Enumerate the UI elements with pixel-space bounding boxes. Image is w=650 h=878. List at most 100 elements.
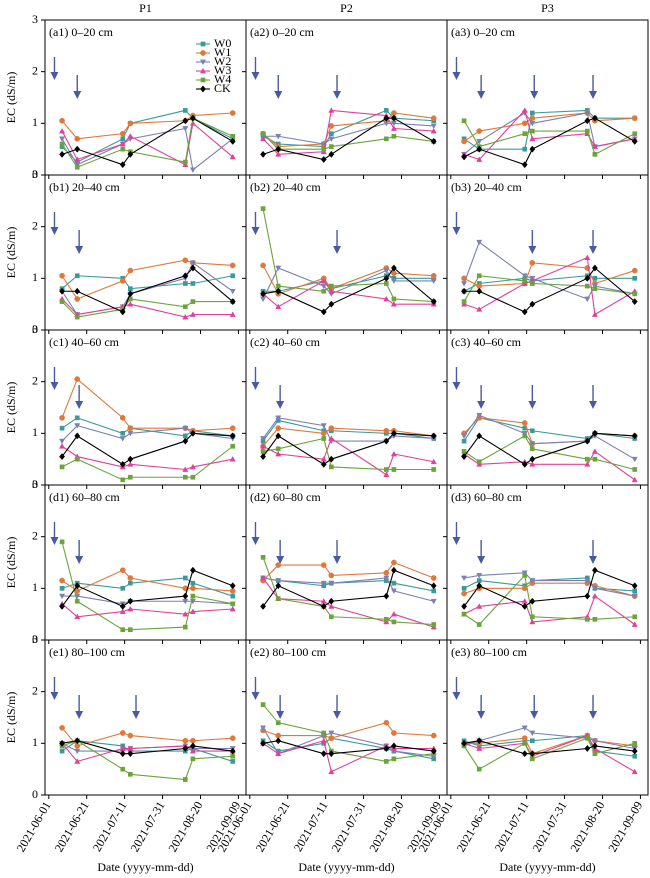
- arrow-head: [251, 537, 260, 545]
- marker: [476, 139, 483, 145]
- marker: [328, 735, 335, 742]
- marker: [321, 288, 327, 294]
- marker: [74, 314, 80, 320]
- irrigation-arrow: [530, 695, 539, 719]
- marker: [383, 437, 390, 445]
- marker: [120, 136, 126, 142]
- series-line: [262, 109, 434, 148]
- arrow-head: [251, 692, 260, 700]
- marker: [390, 264, 397, 272]
- marker: [182, 474, 188, 480]
- marker: [383, 274, 390, 282]
- marker: [591, 566, 598, 574]
- marker: [521, 273, 528, 279]
- marker: [591, 264, 598, 272]
- marker: [127, 133, 134, 139]
- marker: [631, 115, 638, 122]
- marker: [320, 423, 327, 429]
- marker: [127, 267, 134, 274]
- series-line: [463, 432, 635, 465]
- marker: [530, 110, 535, 116]
- marker: [476, 573, 483, 579]
- series-line: [463, 256, 636, 316]
- marker: [584, 437, 591, 445]
- marker: [182, 281, 188, 286]
- marker: [189, 747, 196, 754]
- marker: [127, 732, 134, 739]
- panel-frame: [44, 174, 247, 331]
- marker: [275, 750, 282, 756]
- marker: [383, 281, 389, 286]
- marker: [229, 298, 236, 306]
- series-line: [61, 603, 233, 618]
- marker: [229, 456, 236, 462]
- marker: [182, 575, 188, 581]
- marker: [632, 588, 638, 594]
- marker: [431, 588, 437, 594]
- marker: [275, 596, 281, 601]
- marker: [521, 161, 528, 169]
- series-line: [262, 561, 434, 581]
- marker: [190, 585, 196, 592]
- marker: [430, 127, 437, 134]
- y-tick-label: 3: [32, 632, 38, 646]
- marker: [59, 577, 65, 584]
- marker: [328, 435, 335, 441]
- marker: [59, 141, 65, 147]
- column-title: P3: [541, 1, 554, 15]
- marker: [430, 732, 437, 739]
- series-line: [263, 275, 434, 292]
- legend-label: W0: [214, 36, 231, 50]
- arrow-head: [528, 401, 537, 409]
- y-tick-label: 0: [32, 787, 38, 801]
- irrigation-arrow: [50, 677, 59, 700]
- marker: [529, 597, 536, 605]
- marker: [182, 257, 189, 264]
- marker: [584, 617, 590, 622]
- marker: [329, 464, 334, 470]
- x-tick-label: 2021-08-20: [366, 799, 406, 854]
- marker: [631, 432, 638, 440]
- marker: [59, 287, 65, 295]
- marker: [476, 306, 483, 312]
- marker: [328, 768, 335, 775]
- marker: [430, 278, 437, 285]
- marker: [521, 308, 528, 316]
- y-axis-label: EC (dS/m): [4, 72, 18, 124]
- marker: [127, 425, 134, 432]
- x-tick-label: 2021-06-01: [14, 799, 54, 854]
- marker: [476, 622, 482, 627]
- y-tick-label: 1: [32, 115, 38, 129]
- marker: [631, 476, 638, 483]
- irrigation-arrow: [276, 695, 285, 719]
- panel-frame: [44, 484, 247, 641]
- irrigation-arrow: [452, 57, 461, 80]
- marker: [260, 296, 267, 303]
- irrigation-arrow: [276, 385, 285, 409]
- marker: [530, 281, 535, 286]
- series-line: [262, 577, 434, 628]
- marker: [591, 738, 598, 744]
- marker: [591, 429, 598, 437]
- marker: [119, 308, 126, 316]
- marker: [119, 608, 126, 614]
- marker: [200, 77, 206, 83]
- marker: [476, 412, 483, 419]
- marker: [229, 153, 236, 160]
- marker: [320, 750, 327, 758]
- legend-label: W4: [214, 72, 231, 86]
- marker: [275, 720, 281, 725]
- series-line: [61, 417, 233, 437]
- y-axis-label: EC (dS/m): [4, 382, 18, 434]
- panel-title: (a1) 0–20 cm: [49, 25, 114, 39]
- marker: [584, 592, 591, 600]
- marker: [631, 768, 638, 775]
- marker: [275, 145, 282, 153]
- marker: [328, 730, 335, 737]
- marker: [59, 464, 65, 470]
- irrigation-arrow: [452, 367, 461, 390]
- arrow-head: [589, 246, 598, 254]
- marker: [260, 290, 266, 298]
- marker: [74, 598, 80, 604]
- marker: [461, 739, 467, 747]
